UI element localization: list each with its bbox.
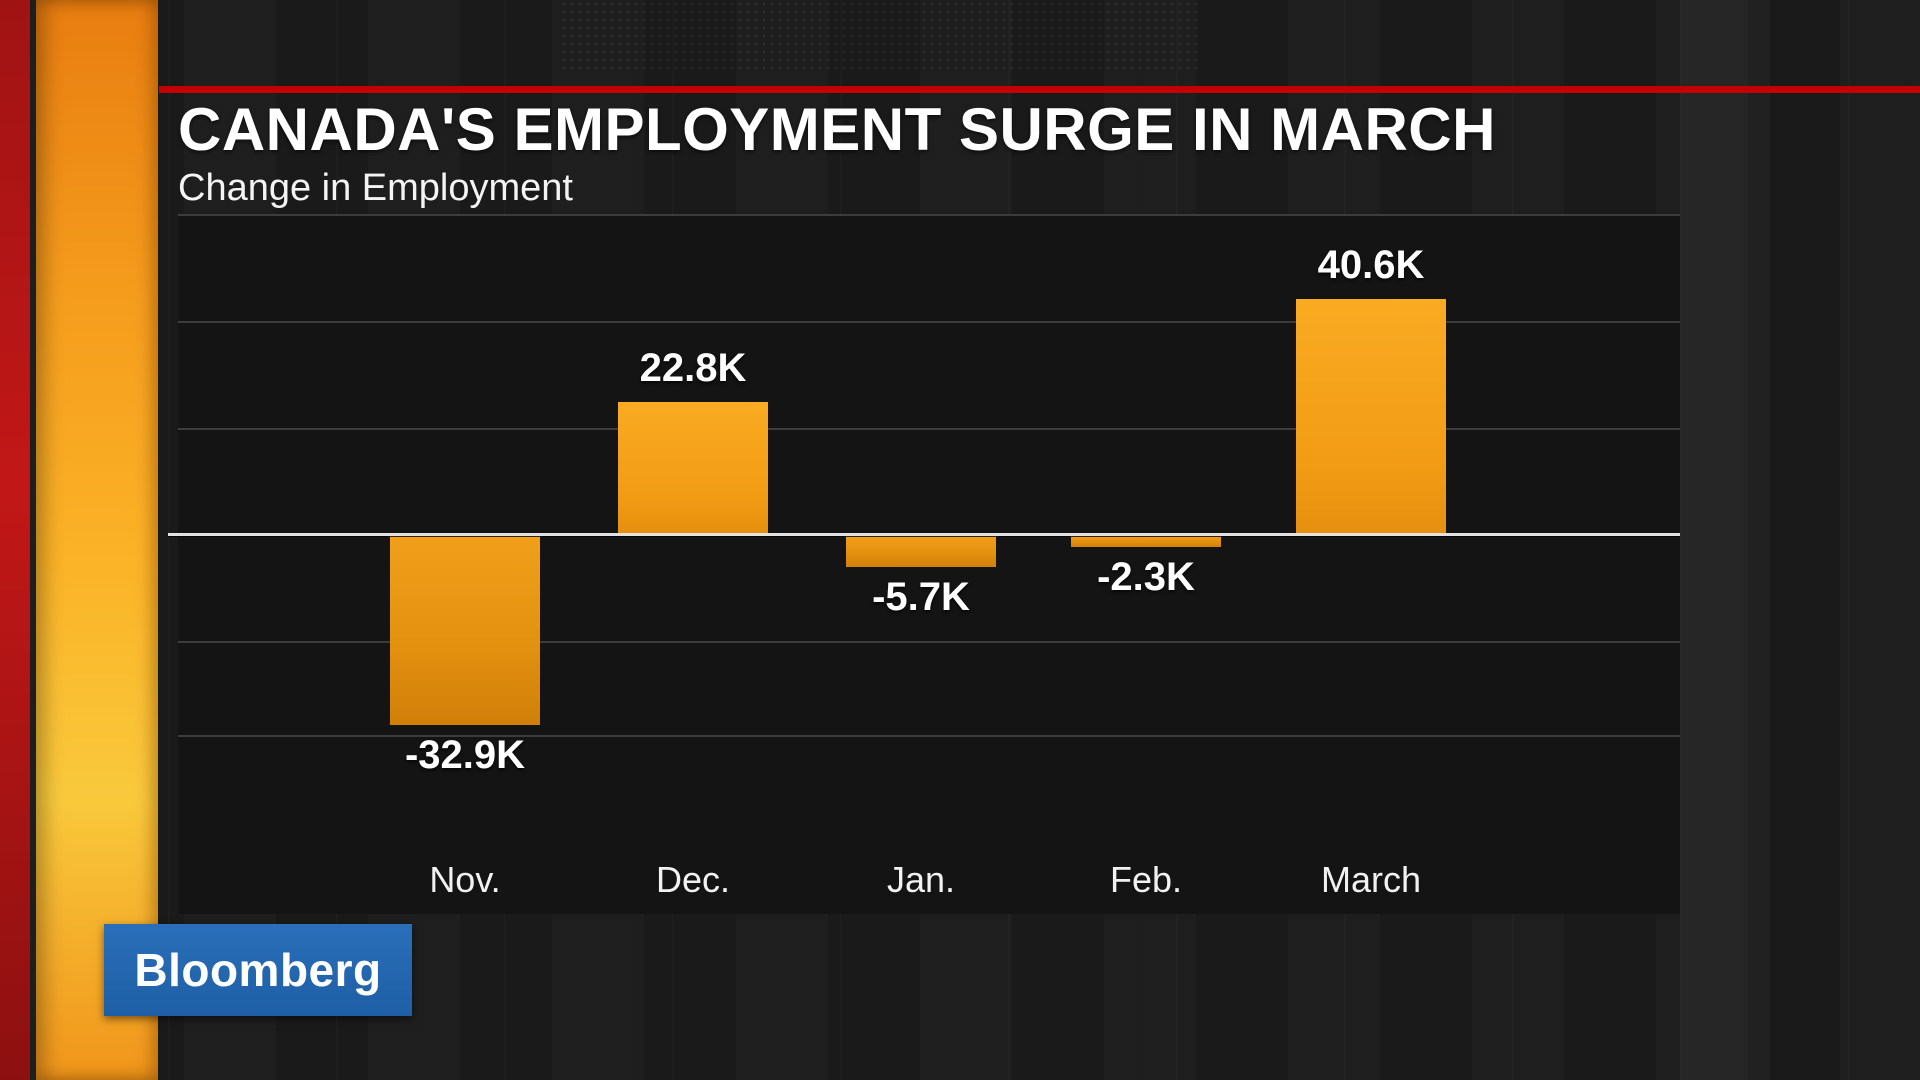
gridline (178, 428, 1680, 430)
bar-nov (390, 534, 540, 725)
bar-jan (846, 534, 996, 568)
bar-march (1296, 298, 1446, 534)
bar-value-label: -2.3K (1097, 555, 1195, 600)
bar-value-label: -5.7K (872, 575, 970, 620)
dot-texture (560, 0, 1200, 70)
bloomberg-logo-text: Bloomberg (134, 944, 382, 996)
chart-subtitle: Change in Employment (178, 167, 573, 209)
x-axis-label: Feb. (1109, 859, 1183, 900)
left-orange-strip (36, 0, 158, 1080)
plot-area: -32.9K Nov. 22.8K Dec. -5.7K Jan. -2.3K Feb. 40.… (168, 214, 1680, 914)
x-axis-label: Dec. (655, 859, 731, 900)
bar-value-label: 40.6K (1317, 242, 1425, 287)
bar-feb (1071, 534, 1221, 548)
x-axis-label: March (1320, 859, 1422, 900)
x-axis-label: Jan. (886, 859, 956, 900)
gridline (178, 641, 1680, 643)
zero-axis-line (168, 533, 1680, 536)
left-red-strip (0, 0, 30, 1080)
headline-rule (159, 86, 1920, 93)
x-axis-label: Nov. (429, 859, 501, 900)
chart-header: CANADA'S EMPLOYMENT SURGE IN MARCH Chang… (178, 98, 1880, 210)
bar-dec (618, 401, 768, 534)
gridline (178, 321, 1680, 323)
bar-value-label: 22.8K (639, 345, 747, 390)
bloomberg-logo: Bloomberg (104, 924, 412, 1016)
gridline (178, 214, 1680, 216)
gridline (178, 735, 1680, 737)
bar-value-label: -32.9K (404, 732, 526, 777)
chart-title: CANADA'S EMPLOYMENT SURGE IN MARCH (178, 96, 1496, 163)
